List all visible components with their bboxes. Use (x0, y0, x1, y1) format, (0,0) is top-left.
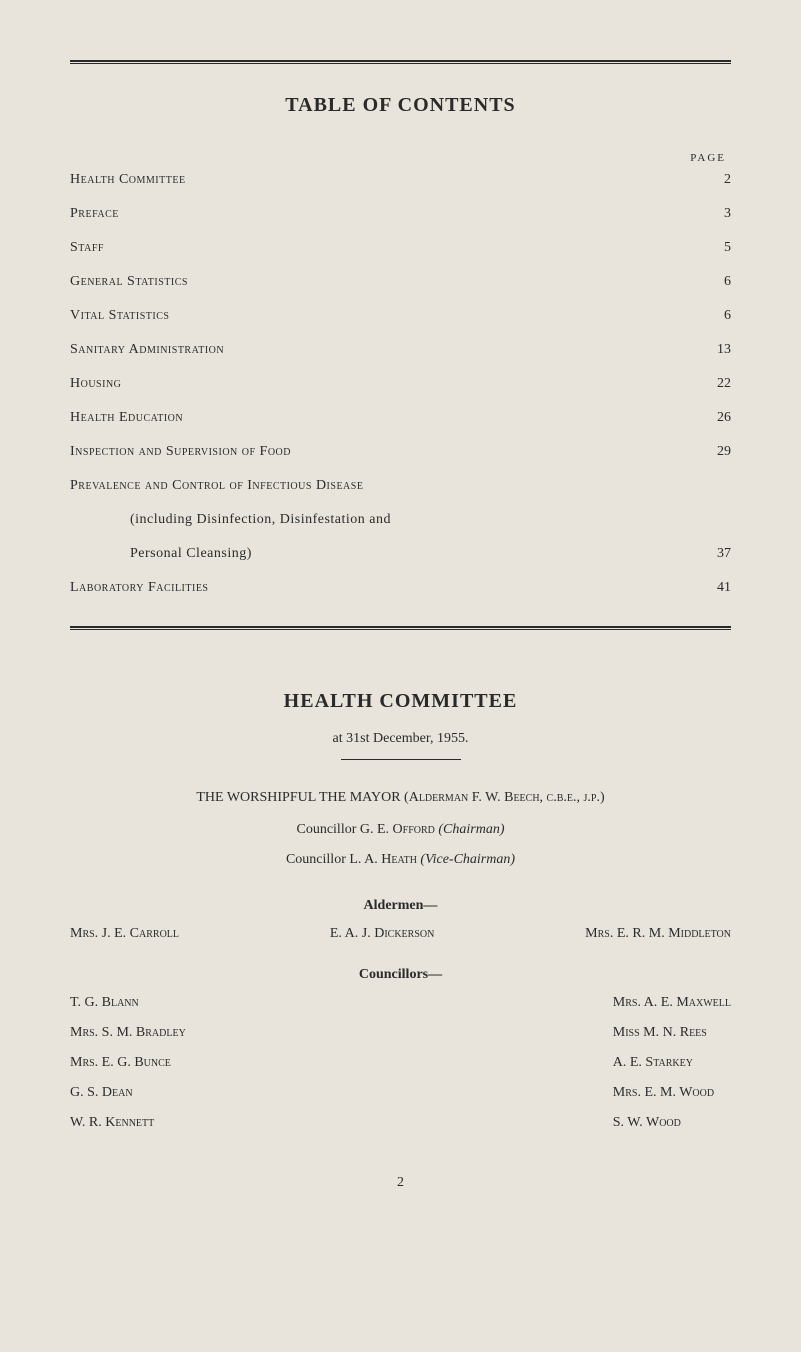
toc-page: 5 (701, 240, 731, 256)
councillor-name: A. E. Starkey (613, 1055, 731, 1071)
toc-row: Health Committee 2 (70, 172, 731, 188)
toc-label: Staff (70, 240, 104, 256)
councillors-col-left: T. G. Blann Mrs. S. M. Bradley Mrs. E. G… (70, 995, 186, 1145)
toc-label: Sanitary Administration (70, 342, 224, 358)
councillor-name: Heath (381, 852, 417, 867)
councillor-name: S. W. Wood (613, 1115, 731, 1131)
toc-label: General Statistics (70, 274, 188, 290)
toc-page: 22 (701, 376, 731, 392)
toc-list: Health Committee 2 Preface 3 Staff 5 Gen… (70, 172, 731, 596)
councillors-grid: T. G. Blann Mrs. S. M. Bradley Mrs. E. G… (70, 995, 731, 1145)
toc-row: Vital Statistics 6 (70, 308, 731, 324)
toc-label: Housing (70, 376, 121, 392)
toc-row: Laboratory Facilities 41 (70, 580, 731, 596)
toc-page (701, 512, 731, 528)
toc-row: Housing 22 (70, 376, 731, 392)
councillor-line-2: Councillor L. A. Heath (Vice-Chairman) (70, 852, 731, 868)
toc-label: Laboratory Facilities (70, 580, 209, 596)
councillors-header: Councillors— (70, 967, 731, 983)
toc-page: 37 (701, 546, 731, 562)
mid-rule (70, 626, 731, 630)
toc-page: 3 (701, 206, 731, 222)
toc-page: 26 (701, 410, 731, 426)
councillor-prefix: Councillor L. A. (286, 852, 381, 867)
toc-row: Preface 3 (70, 206, 731, 222)
committee-title: HEALTH COMMITTEE (70, 690, 731, 713)
councillor-prefix: Councillor G. E. (296, 822, 392, 837)
aldermen-row: Mrs. J. E. Carroll E. A. J. Dickerson Mr… (70, 926, 731, 942)
alderman-center: E. A. J. Dickerson (330, 926, 434, 942)
toc-label: Vital Statistics (70, 308, 169, 324)
toc-page: 6 (701, 308, 731, 324)
toc-page (701, 478, 731, 494)
councillor-name: Mrs. S. M. Bradley (70, 1025, 186, 1041)
toc-label: Health Education (70, 410, 183, 426)
toc-label: Inspection and Supervision of Food (70, 444, 291, 460)
councillor-name: W. R. Kennett (70, 1115, 186, 1131)
councillor-name: Mrs. E. G. Bunce (70, 1055, 186, 1071)
top-rule (70, 60, 731, 64)
worshipful-line: THE WORSHIPFUL THE MAYOR (Alderman F. W.… (70, 790, 731, 806)
alderman-right: Mrs. E. R. M. Middleton (585, 926, 731, 942)
page-header-label: PAGE (70, 152, 731, 164)
toc-label: Preface (70, 206, 119, 222)
toc-row: Personal Cleansing) 37 (70, 546, 731, 562)
toc-label: Personal Cleansing) (70, 546, 252, 562)
toc-label: Health Committee (70, 172, 186, 188)
councillor-name: G. S. Dean (70, 1085, 186, 1101)
toc-page: 13 (701, 342, 731, 358)
toc-row: Staff 5 (70, 240, 731, 256)
toc-page: 29 (701, 444, 731, 460)
toc-row: Inspection and Supervision of Food 29 (70, 444, 731, 460)
subtitle-rule (341, 759, 461, 760)
toc-label: Prevalence and Control of Infectious Dis… (70, 478, 363, 494)
councillor-name: Miss M. N. Rees (613, 1025, 731, 1041)
toc-row: Sanitary Administration 13 (70, 342, 731, 358)
councillors-col-right: Mrs. A. E. Maxwell Miss M. N. Rees A. E.… (613, 995, 731, 1145)
aldermen-header: Aldermen— (70, 898, 731, 914)
councillor-name: Mrs. E. M. Wood (613, 1085, 731, 1101)
toc-row: General Statistics 6 (70, 274, 731, 290)
toc-label: (including Disinfection, Disinfestation … (70, 512, 391, 528)
councillor-name: T. G. Blann (70, 995, 186, 1011)
toc-page: 6 (701, 274, 731, 290)
toc-page: 2 (701, 172, 731, 188)
councillor-name: Offord (393, 822, 435, 837)
committee-subtitle: at 31st December, 1955. (70, 731, 731, 747)
toc-row: Prevalence and Control of Infectious Dis… (70, 478, 731, 494)
councillor-line-1: Councillor G. E. Offord (Chairman) (70, 822, 731, 838)
alderman-left: Mrs. J. E. Carroll (70, 926, 179, 942)
toc-row: (including Disinfection, Disinfestation … (70, 512, 731, 528)
toc-row: Health Education 26 (70, 410, 731, 426)
councillor-name: Mrs. A. E. Maxwell (613, 995, 731, 1011)
toc-page: 41 (701, 580, 731, 596)
page-number: 2 (70, 1175, 731, 1191)
toc-title: TABLE OF CONTENTS (70, 94, 731, 117)
councillor-role: (Vice-Chairman) (420, 852, 515, 867)
councillor-role: (Chairman) (438, 822, 504, 837)
